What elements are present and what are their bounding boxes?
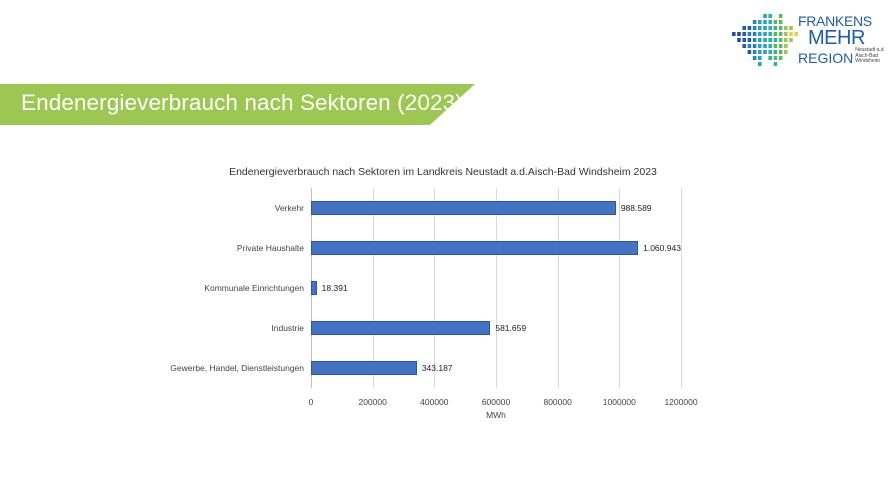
bar bbox=[311, 201, 616, 215]
frankens-mehr-region-logo: FRANKENS MEHR REGION Neustadt a.d. Aisch… bbox=[728, 4, 885, 76]
x-tick-label: 800000 bbox=[543, 397, 572, 407]
region-mosaic-icon bbox=[732, 14, 798, 66]
bar bbox=[311, 361, 417, 375]
data-label: 581.659 bbox=[495, 323, 527, 333]
x-axis-label: MWh bbox=[486, 410, 506, 420]
logo-line-1: FRANKENS bbox=[798, 13, 872, 29]
data-label: 1.060.943 bbox=[643, 243, 681, 253]
x-tick-label: 400000 bbox=[420, 397, 449, 407]
logo-region: REGION bbox=[798, 49, 854, 66]
gridline bbox=[619, 188, 621, 388]
category-label: Private Haushalte bbox=[236, 243, 304, 253]
logo-line-3: REGION Neustadt a.d. Aisch-Bad Windsheim bbox=[798, 47, 890, 66]
x-tick-label: 0 bbox=[308, 397, 314, 407]
x-tick-label: 200000 bbox=[358, 397, 387, 407]
bar bbox=[311, 281, 317, 295]
page-title: Endenergieverbrauch nach Sektoren (2023) bbox=[21, 90, 463, 115]
logo-text: FRANKENS MEHR REGION Neustadt a.d. Aisch… bbox=[798, 14, 890, 65]
category-label: Kommunale Einrichtungen bbox=[204, 283, 304, 293]
gridline bbox=[681, 188, 682, 388]
bar bbox=[311, 241, 639, 255]
category-label: Verkehr bbox=[274, 203, 304, 213]
gridline bbox=[372, 188, 374, 388]
x-tick-label: 1200000 bbox=[664, 397, 698, 407]
gridline bbox=[434, 188, 436, 388]
plot-area bbox=[311, 188, 682, 388]
x-tick-label: 1000000 bbox=[602, 397, 636, 407]
data-label: 18.391 bbox=[321, 283, 348, 293]
gridline bbox=[557, 188, 559, 388]
title-banner: Endenergieverbrauch nach Sektoren (2023) bbox=[0, 84, 475, 125]
chart-title: Endenergieverbrauch nach Sektoren im Lan… bbox=[229, 166, 657, 178]
gridline bbox=[496, 188, 497, 388]
category-label: Gewerbe, Handel, Dienstleistungen bbox=[170, 363, 304, 373]
logo-line-2: MEHR bbox=[808, 27, 865, 49]
bar bbox=[311, 321, 491, 335]
category-label: Industrie bbox=[271, 323, 304, 333]
data-label: 988.589 bbox=[620, 203, 652, 213]
x-tick-label: 600000 bbox=[481, 397, 511, 407]
data-label: 343.187 bbox=[421, 363, 453, 373]
logo-subtitle: Neustadt a.d. Aisch-Bad Windsheim bbox=[855, 47, 885, 64]
